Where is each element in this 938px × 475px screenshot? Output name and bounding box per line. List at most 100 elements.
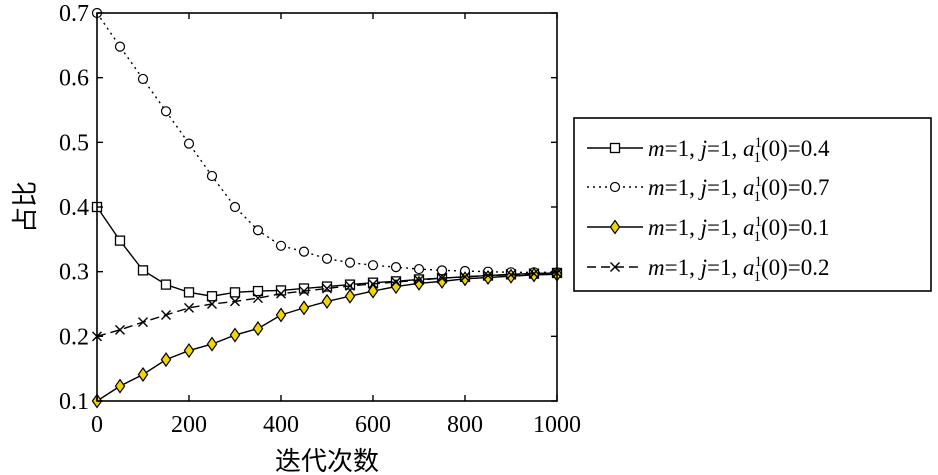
series-1	[91, 7, 563, 278]
legend-subscript: 1	[753, 150, 761, 166]
series-line	[96, 273, 558, 402]
data-point	[506, 269, 516, 280]
y-tick-label: 0.2	[59, 324, 89, 350]
x-tick-label: 400	[263, 412, 299, 438]
data-point	[206, 291, 218, 302]
legend-marker	[610, 262, 620, 272]
y-tick-label: 0.4	[59, 195, 89, 221]
data-point	[345, 280, 355, 291]
legend-text-part: =1,	[665, 136, 701, 161]
data-point	[275, 285, 287, 296]
legend-marker	[609, 219, 621, 235]
legend-marker	[609, 142, 621, 154]
legend-text-part: a	[743, 175, 755, 200]
data-point	[276, 288, 286, 299]
data-point	[344, 257, 356, 268]
data-point	[321, 281, 333, 292]
legend-subscript: 1	[753, 269, 761, 285]
data-point	[299, 286, 309, 297]
legend-text-part: j	[698, 175, 707, 200]
data-point	[367, 283, 379, 299]
legend-box	[573, 117, 932, 292]
data-point	[298, 246, 310, 257]
legend-text-part: m	[648, 175, 665, 200]
legend-text-part: =1,	[707, 136, 743, 161]
data-point	[252, 225, 264, 236]
legend-marker	[609, 181, 621, 193]
legend-text-part: =1,	[665, 215, 701, 240]
legend-superscript: 1	[754, 174, 761, 190]
x-tick-label: 600	[355, 412, 391, 438]
legend-label: m=1, j=1, a1 1(0)=0.1	[648, 214, 829, 245]
data-point	[137, 366, 149, 383]
x-tick-label: 200	[171, 412, 207, 438]
series-line	[96, 12, 557, 274]
data-point	[114, 235, 126, 246]
data-point	[298, 283, 310, 294]
legend-item: m=1, j=1, a1 1(0)=0.7	[587, 174, 829, 205]
data-point	[160, 106, 172, 117]
legend-text-part: (0)=0.4	[761, 136, 830, 161]
data-point	[207, 299, 217, 309]
data-point	[230, 296, 240, 307]
legend-text-part: m	[648, 136, 665, 161]
legend-text-part: (0)=0.1	[761, 215, 830, 240]
legend-text-part: a	[743, 255, 755, 280]
y-axis-label: 占比	[11, 181, 41, 233]
data-point	[138, 317, 148, 328]
legend-text-part: j	[698, 215, 707, 240]
series-3	[92, 267, 562, 342]
data-point	[321, 293, 333, 309]
data-point	[275, 307, 287, 323]
x-tick-label: 800	[447, 412, 483, 438]
legend-text-part: j	[698, 136, 707, 161]
legend-text-part: (0)=0.2	[761, 255, 830, 280]
data-point	[184, 302, 194, 313]
data-point	[437, 273, 447, 284]
legend-subscript: 1	[753, 189, 761, 205]
legend-text-part: =1,	[665, 255, 701, 280]
data-point	[390, 262, 402, 273]
plot-layer	[91, 7, 563, 409]
data-point	[206, 336, 218, 352]
x-tick-label: 1000	[533, 412, 581, 438]
data-point	[344, 288, 356, 304]
data-point	[115, 324, 125, 335]
data-point	[391, 277, 401, 288]
data-point	[252, 285, 264, 297]
x-tick-label: 0	[91, 412, 103, 438]
legend-text-part: m	[648, 255, 665, 280]
data-point	[160, 352, 172, 368]
legend-text-part: j	[698, 255, 707, 280]
data-point	[114, 41, 126, 52]
data-point	[183, 138, 195, 149]
x-axis-label: 迭代次数	[275, 447, 379, 475]
data-point	[483, 270, 493, 281]
plot-frame	[96, 12, 558, 402]
data-point	[160, 279, 172, 290]
data-point	[368, 278, 378, 289]
data-point	[206, 170, 218, 182]
y-tick-label: 0.6	[59, 66, 89, 92]
data-point	[229, 287, 241, 298]
data-point	[528, 267, 540, 283]
data-point	[275, 240, 287, 251]
data-point	[298, 300, 310, 316]
data-point	[183, 287, 195, 298]
y-tick-label: 0.1	[59, 389, 89, 415]
legend-subscript: 1	[753, 229, 761, 245]
data-point	[460, 271, 470, 282]
legend-item: m=1, j=1, a1 1(0)=0.4	[587, 135, 830, 166]
data-point	[322, 283, 332, 294]
legend-text-part: a	[743, 215, 755, 240]
legend-label: m=1, j=1, a1 1(0)=0.2	[648, 254, 829, 285]
data-point	[321, 253, 333, 264]
legend-label: m=1, j=1, a1 1(0)=0.4	[648, 135, 830, 166]
legend-superscript: 1	[754, 214, 761, 230]
legend-text-part: =1,	[665, 175, 701, 200]
data-point	[253, 293, 263, 304]
series-0	[91, 201, 563, 302]
data-point	[229, 327, 241, 343]
data-point	[367, 260, 379, 271]
data-point	[183, 343, 195, 359]
